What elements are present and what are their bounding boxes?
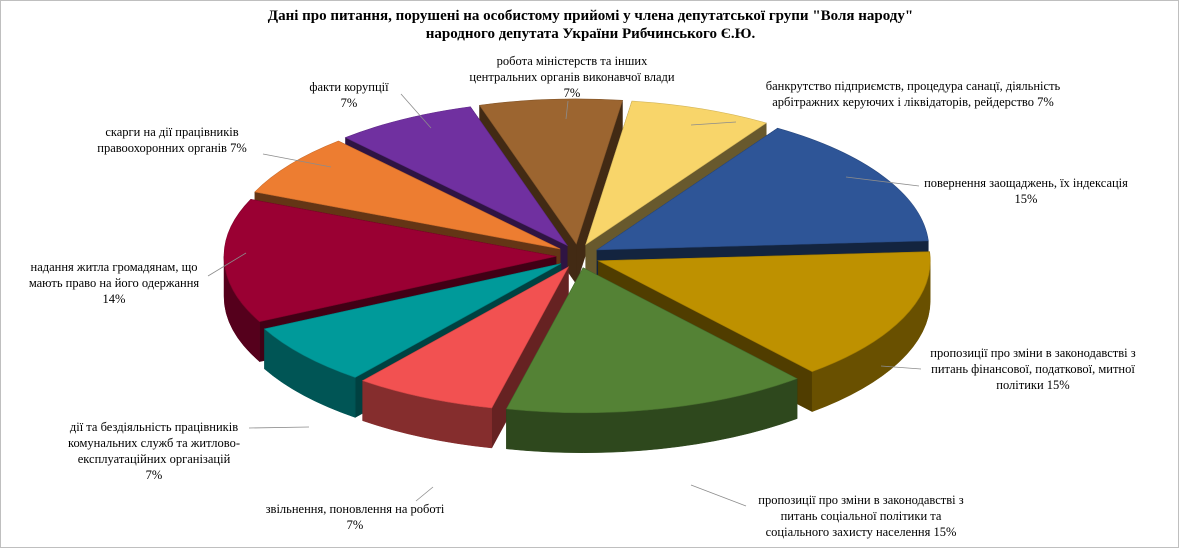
slice-label: пропозиції про зміни в законодавстві з пи… [930,346,1136,392]
pie-slice-top [254,140,561,250]
leader-line [690,484,747,507]
pie-slice-top [505,267,798,414]
pie-slice-top [344,106,569,247]
slice-label-line: 7% [564,86,581,100]
pie-slice-top [478,98,623,245]
leader-line [845,176,920,187]
leader-line [207,252,247,277]
leader-line [415,486,434,502]
slice-label-line: 7% [347,518,364,532]
chart-title-line-2: народного депутата України Рибчинського … [425,26,756,42]
pie-slice-top [585,100,767,246]
leader-line [400,93,432,129]
slice-label-line: політики 15% [996,378,1069,392]
slice-label-line: пропозиції про зміни в законодавстві з [758,493,964,507]
pie-slice-top [597,251,931,372]
slice-label: пропозиції про зміни в законодавстві з пи… [758,493,964,539]
slice-label-line: мають право на його одержання [29,276,200,290]
pie-slice [505,267,798,454]
slice-label-line: пропозиції про зміни в законодавстві з [930,346,1136,360]
slice-label-line: експлуатаційних організацій [78,452,231,466]
slice-label-line: банкрутство підприємств, процедура санац… [766,79,1061,93]
slice-label-line: факти корупції [309,80,389,94]
slice-label-line: соціального захисту населення 15% [766,525,957,539]
slice-label: банкрутство підприємств, процедура санац… [766,79,1061,109]
slice-label-line: дії та бездіяльність працівників [70,420,238,434]
slice-label-line: 15% [1015,192,1038,206]
slice-label-line: надання житла громадянам, що [31,260,198,274]
leader-line [690,121,737,126]
slice-label: дії та бездіяльність працівників комуналь… [68,420,240,482]
slice-label-line: комунальних служб та житлово- [68,436,240,450]
chart-title: Дані про питання, порушені на особистому… [1,7,1178,43]
leader-line [880,365,922,370]
slice-label-line: скарги на дії працівників [105,125,238,139]
slice-label: повернення заощаджень, їх індексація 15% [924,176,1128,206]
chart-title-line-1: Дані про питання, порушені на особистому… [267,8,914,24]
slice-label-line: 14% [103,292,126,306]
slice-label-line: правоохоронних органів 7% [97,141,247,155]
slice-label-line: арбітражних керуючих і ліквідаторів, рей… [772,95,1054,109]
leader-line [248,426,310,429]
slice-label-line: робота міністерств та інших [497,54,648,68]
slice-label-line: центральних органів виконавчої влади [469,70,674,84]
slice-label: скарги на дії працівників правоохоронних … [97,125,247,155]
slice-label-line: повернення заощаджень, їх індексація [924,176,1128,190]
pie-slice-top [223,199,557,322]
slice-label-line: 7% [146,468,163,482]
slice-label-line: питань соціальної політики та [781,509,942,523]
pie-slice-top [361,266,570,409]
leader-line [262,153,332,168]
slice-label: робота міністерств та інших центральних о… [469,54,674,100]
slice-label: звільнення, поновлення на роботі 7% [266,502,445,532]
slice-label-line: звільнення, поновлення на роботі [266,502,445,516]
slice-label-line: 7% [341,96,358,110]
leader-line [565,100,569,120]
slice-label-line: питань фінансової, податкової, митної [931,362,1135,376]
pie-slice-top [595,127,929,251]
slice-label: надання житла громадянам, що мають право … [29,260,200,306]
pie-slice-top [263,263,562,378]
slice-label: факти корупції 7% [309,80,389,110]
